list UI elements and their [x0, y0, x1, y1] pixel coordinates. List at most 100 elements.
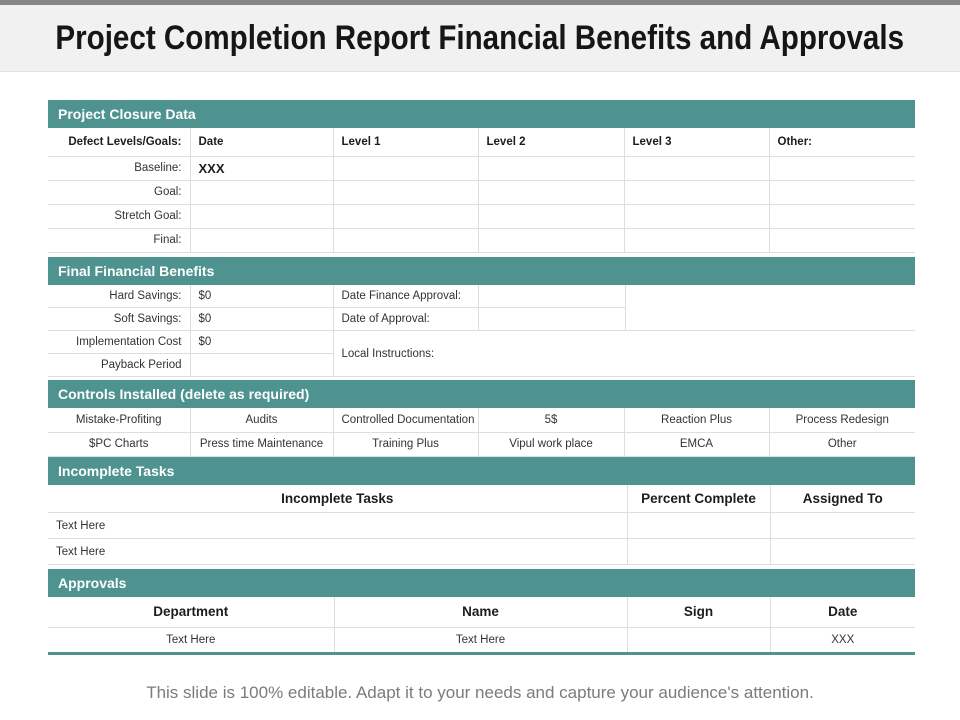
- controls-cell: 5$: [477, 408, 625, 433]
- closure-cell: [189, 179, 334, 205]
- financial-approval-value: [477, 284, 626, 308]
- closure-cell: [332, 203, 479, 229]
- closure-cell: [477, 227, 625, 253]
- closure-row-stretch-goal: Stretch Goal:: [48, 203, 915, 229]
- incomplete-header-tasks: Incomplete Tasks: [48, 484, 628, 513]
- closure-cell: [768, 155, 915, 181]
- financial-value: $0: [189, 330, 334, 354]
- closure-header-row: Defect Levels/Goals: Date Level 1 Level …: [48, 128, 915, 157]
- incomplete-task-row: Text Here: [48, 538, 915, 565]
- controls-cell: Audits: [189, 408, 334, 433]
- controls-cell: Reaction Plus: [623, 408, 770, 433]
- approvals-name-cell: Text Here: [333, 626, 628, 654]
- closure-row-label: Baseline:: [48, 155, 191, 181]
- incomplete-percent-cell: [626, 538, 771, 565]
- section-band-incomplete-tasks: Incomplete Tasks: [48, 456, 915, 485]
- closure-header-level2: Level 2: [477, 128, 625, 157]
- incomplete-tasks-table: Incomplete Tasks Percent Complete Assign…: [48, 484, 915, 565]
- financial-row-label: Implementation Cost: [48, 330, 191, 354]
- closure-cell: [768, 179, 915, 205]
- controls-cell: Press time Maintenance: [189, 431, 334, 457]
- approvals-header-sign: Sign: [626, 597, 771, 628]
- slide-top-border: [0, 0, 960, 5]
- closure-cell: [768, 227, 915, 253]
- closure-row-goal: Goal:: [48, 179, 915, 205]
- closure-row-label: Final:: [48, 227, 191, 253]
- approvals-header-department: Department: [48, 597, 335, 628]
- closure-cell: [623, 179, 770, 205]
- closure-cell: [477, 155, 625, 181]
- financial-row-label: Soft Savings:: [48, 307, 191, 331]
- incomplete-header-percent: Percent Complete: [626, 484, 771, 513]
- section-band-project-closure-data: Project Closure Data: [48, 100, 915, 128]
- page-title: Project Completion Report Financial Bene…: [55, 18, 905, 57]
- editable-note: This slide is 100% editable. Adapt it to…: [146, 682, 814, 702]
- closure-cell: [332, 179, 479, 205]
- closure-table: Defect Levels/Goals: Date Level 1 Level …: [48, 128, 915, 253]
- closure-cell: [768, 203, 915, 229]
- closure-baseline-date-value: XXX: [189, 155, 334, 181]
- closure-row-final: Final:: [48, 227, 915, 253]
- closure-cell: [477, 179, 625, 205]
- controls-row: Mistake-Profiting Audits Controlled Docu…: [48, 408, 915, 433]
- closure-cell: [332, 155, 479, 181]
- approvals-department-cell: Text Here: [48, 626, 335, 654]
- incomplete-header-assigned: Assigned To: [769, 484, 915, 513]
- controls-cell: Controlled Documentation: [332, 408, 479, 433]
- section-band-controls-installed: Controls Installed (delete as required): [48, 380, 915, 408]
- incomplete-task-row: Text Here: [48, 512, 915, 539]
- closure-header-level3: Level 3: [623, 128, 770, 157]
- financial-value: $0: [189, 284, 334, 308]
- controls-cell: Vipul work place: [477, 431, 625, 457]
- controls-cell: Mistake-Profiting: [48, 408, 191, 433]
- incomplete-header-row: Incomplete Tasks Percent Complete Assign…: [48, 484, 915, 513]
- closure-header-defect-levels: Defect Levels/Goals:: [48, 128, 191, 157]
- controls-cell: $PC Charts: [48, 431, 191, 457]
- financial-approval-label: Date Finance Approval:: [332, 284, 479, 308]
- closure-row-label: Goal:: [48, 179, 191, 205]
- controls-table: Mistake-Profiting Audits Controlled Docu…: [48, 408, 915, 457]
- controls-cell: Process Redesign: [768, 408, 915, 433]
- closure-row-label: Stretch Goal:: [48, 203, 191, 229]
- incomplete-task-cell: Text Here: [48, 538, 628, 565]
- financial-row-implementation-cost: Implementation Cost $0 Local Instruction…: [48, 330, 915, 377]
- incomplete-task-cell: Text Here: [48, 512, 628, 539]
- closure-cell: [477, 203, 625, 229]
- financial-value: [189, 353, 333, 377]
- closure-header-other: Other:: [768, 128, 915, 157]
- title-band: Project Completion Report Financial Bene…: [0, 5, 960, 72]
- financial-table: Hard Savings: $0 Date Finance Approval: …: [48, 284, 915, 377]
- incomplete-assigned-cell: [769, 512, 915, 539]
- financial-row-label: Payback Period: [48, 353, 191, 377]
- financial-value: $0: [189, 307, 334, 331]
- financial-approval-value: [477, 307, 625, 331]
- closure-cell: [189, 203, 334, 229]
- section-band-final-financial-benefits: Final Financial Benefits: [48, 256, 915, 285]
- closure-cell: [623, 155, 770, 181]
- financial-row-payback-period: Payback Period: [48, 353, 915, 377]
- closure-cell: [623, 203, 770, 229]
- financial-row-hard-savings: Hard Savings: $0 Date Finance Approval:: [48, 284, 915, 331]
- financial-row-soft-savings: Soft Savings: $0 Date of Approval:: [48, 307, 915, 331]
- financial-local-instructions-cell: Local Instructions:: [332, 330, 915, 377]
- closure-row-baseline: Baseline: XXX: [48, 155, 915, 181]
- closure-cell: [189, 227, 334, 253]
- controls-row: $PC Charts Press time Maintenance Traini…: [48, 431, 915, 457]
- controls-cell: Other: [768, 431, 915, 457]
- approvals-header-name: Name: [333, 597, 628, 628]
- incomplete-assigned-cell: [769, 538, 915, 565]
- controls-cell: EMCA: [623, 431, 770, 457]
- financial-row-label: Hard Savings:: [48, 284, 191, 308]
- closure-cell: [332, 227, 479, 253]
- controls-cell: Training Plus: [332, 431, 479, 457]
- section-band-approvals: Approvals: [48, 569, 915, 597]
- approvals-header-date: Date: [769, 597, 915, 628]
- financial-approval-label: Date of Approval:: [332, 307, 479, 331]
- closure-header-date: Date: [189, 128, 334, 157]
- approvals-sign-cell: [626, 626, 771, 654]
- financial-merged-blank-cell: [624, 284, 915, 331]
- approvals-table: Department Name Sign Date Text Here Text…: [48, 597, 915, 655]
- closure-header-level1: Level 1: [332, 128, 479, 157]
- incomplete-percent-cell: [626, 512, 771, 539]
